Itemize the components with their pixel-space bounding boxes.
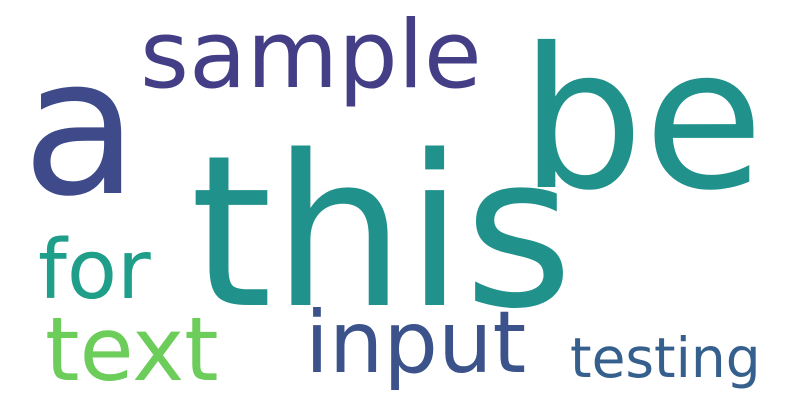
word-input: input [305,293,526,393]
word-this: this [190,110,573,355]
word-testing: testing [570,326,761,390]
word-for: for [38,223,151,318]
word-be: be [520,6,764,233]
word-sample: sample [140,1,482,110]
word-text: text [45,298,219,400]
word-a: a [22,17,138,238]
